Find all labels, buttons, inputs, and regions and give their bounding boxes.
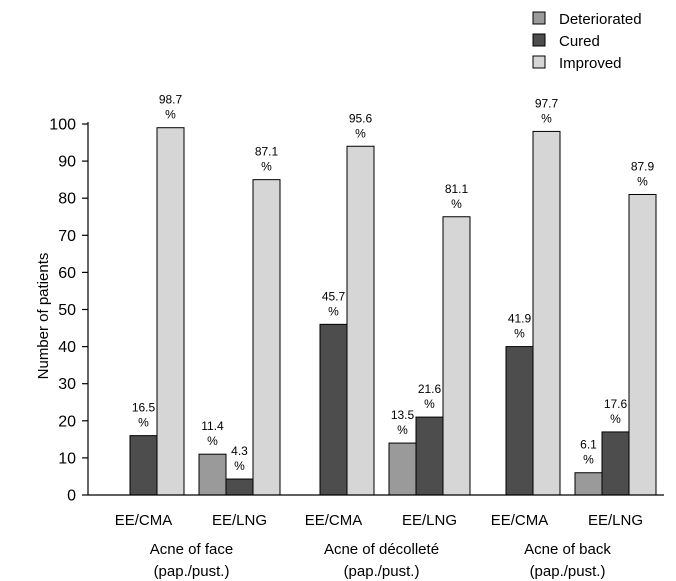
bar-cured xyxy=(319,323,348,496)
bar-improved xyxy=(628,193,657,496)
x-category-label: EE/CMA xyxy=(491,512,549,529)
data-label-unit: % xyxy=(138,416,149,430)
data-label-unit: % xyxy=(583,453,594,467)
bar-improved xyxy=(252,179,281,496)
data-label-value: 87.1 xyxy=(255,145,279,159)
data-label-unit: % xyxy=(610,412,621,426)
data-label-value: 41.9 xyxy=(508,312,532,326)
x-group-sublabel: (pap./pust.) xyxy=(344,563,420,580)
y-tick-label: 50 xyxy=(58,302,76,319)
bar-cured xyxy=(601,431,630,496)
legend-label: Cured xyxy=(559,33,600,50)
bar-improved xyxy=(442,216,471,496)
data-label-value: 45.7 xyxy=(322,289,346,303)
data-label-value: 17.6 xyxy=(604,397,628,411)
x-group-sublabel: (pap./pust.) xyxy=(154,563,230,580)
data-label-unit: % xyxy=(424,397,435,411)
data-label-value: 87.9 xyxy=(631,159,655,173)
data-label-value: 13.5 xyxy=(391,408,415,422)
x-group-label: Acne of décolleté xyxy=(324,541,439,558)
data-label-value: 98.7 xyxy=(159,93,183,107)
data-label-unit: % xyxy=(397,423,408,437)
y-tick-label: 90 xyxy=(58,154,76,171)
bar-deteriorated xyxy=(388,442,417,496)
bar-improved xyxy=(156,127,185,496)
legend-label: Improved xyxy=(559,55,622,72)
y-tick-label: 20 xyxy=(58,413,76,430)
x-group-label: Acne of back xyxy=(524,541,611,558)
x-category-label: EE/CMA xyxy=(305,512,363,529)
x-group-sublabel: (pap./pust.) xyxy=(530,563,606,580)
data-label-value: 4.3 xyxy=(231,444,248,458)
data-label-value: 81.1 xyxy=(445,182,469,196)
y-tick-label: 80 xyxy=(58,191,76,208)
bar-improved xyxy=(532,130,561,496)
bar-cured xyxy=(225,478,254,496)
y-tick-label: 30 xyxy=(58,376,76,393)
legend-swatch-cured xyxy=(532,33,546,47)
bar-cured xyxy=(415,416,444,496)
y-tick-label: 60 xyxy=(58,265,76,282)
data-label-unit: % xyxy=(541,111,552,125)
bar-deteriorated xyxy=(574,472,603,496)
data-label-unit: % xyxy=(514,327,525,341)
data-label-unit: % xyxy=(261,160,272,174)
y-axis-title: Number of patients xyxy=(35,253,52,380)
y-tick-label: 70 xyxy=(58,228,76,245)
x-category-label: EE/LNG xyxy=(402,512,457,529)
bar-improved xyxy=(346,145,375,496)
data-label-value: 11.4 xyxy=(201,419,224,433)
data-label-unit: % xyxy=(165,108,176,122)
data-label-value: 6.1 xyxy=(580,438,597,452)
x-group-label: Acne of face xyxy=(150,541,233,558)
data-label-unit: % xyxy=(355,126,366,140)
data-label-value: 21.6 xyxy=(418,382,442,396)
y-tick-label: 0 xyxy=(67,488,76,505)
y-tick-label: 40 xyxy=(58,339,76,356)
y-tick-label: 100 xyxy=(49,117,76,134)
data-label-value: 95.6 xyxy=(349,111,373,125)
data-label-unit: % xyxy=(328,304,339,318)
x-category-label: EE/LNG xyxy=(588,512,643,529)
data-label-unit: % xyxy=(451,197,462,211)
x-category-label: EE/CMA xyxy=(115,512,173,529)
bar-cured xyxy=(129,435,158,496)
y-tick-label: 10 xyxy=(58,450,76,467)
legend-swatch-deteriorated xyxy=(532,11,546,25)
legend-label: Deteriorated xyxy=(559,11,642,28)
bar-deteriorated xyxy=(198,453,227,496)
legend-swatch-improved xyxy=(532,55,546,69)
data-label-unit: % xyxy=(207,434,218,448)
data-label-value: 16.5 xyxy=(132,401,156,415)
data-label-value: 97.7 xyxy=(535,96,559,110)
x-category-label: EE/LNG xyxy=(212,512,267,529)
bar-cured xyxy=(505,346,534,496)
data-label-unit: % xyxy=(234,459,245,473)
data-label-unit: % xyxy=(637,174,648,188)
